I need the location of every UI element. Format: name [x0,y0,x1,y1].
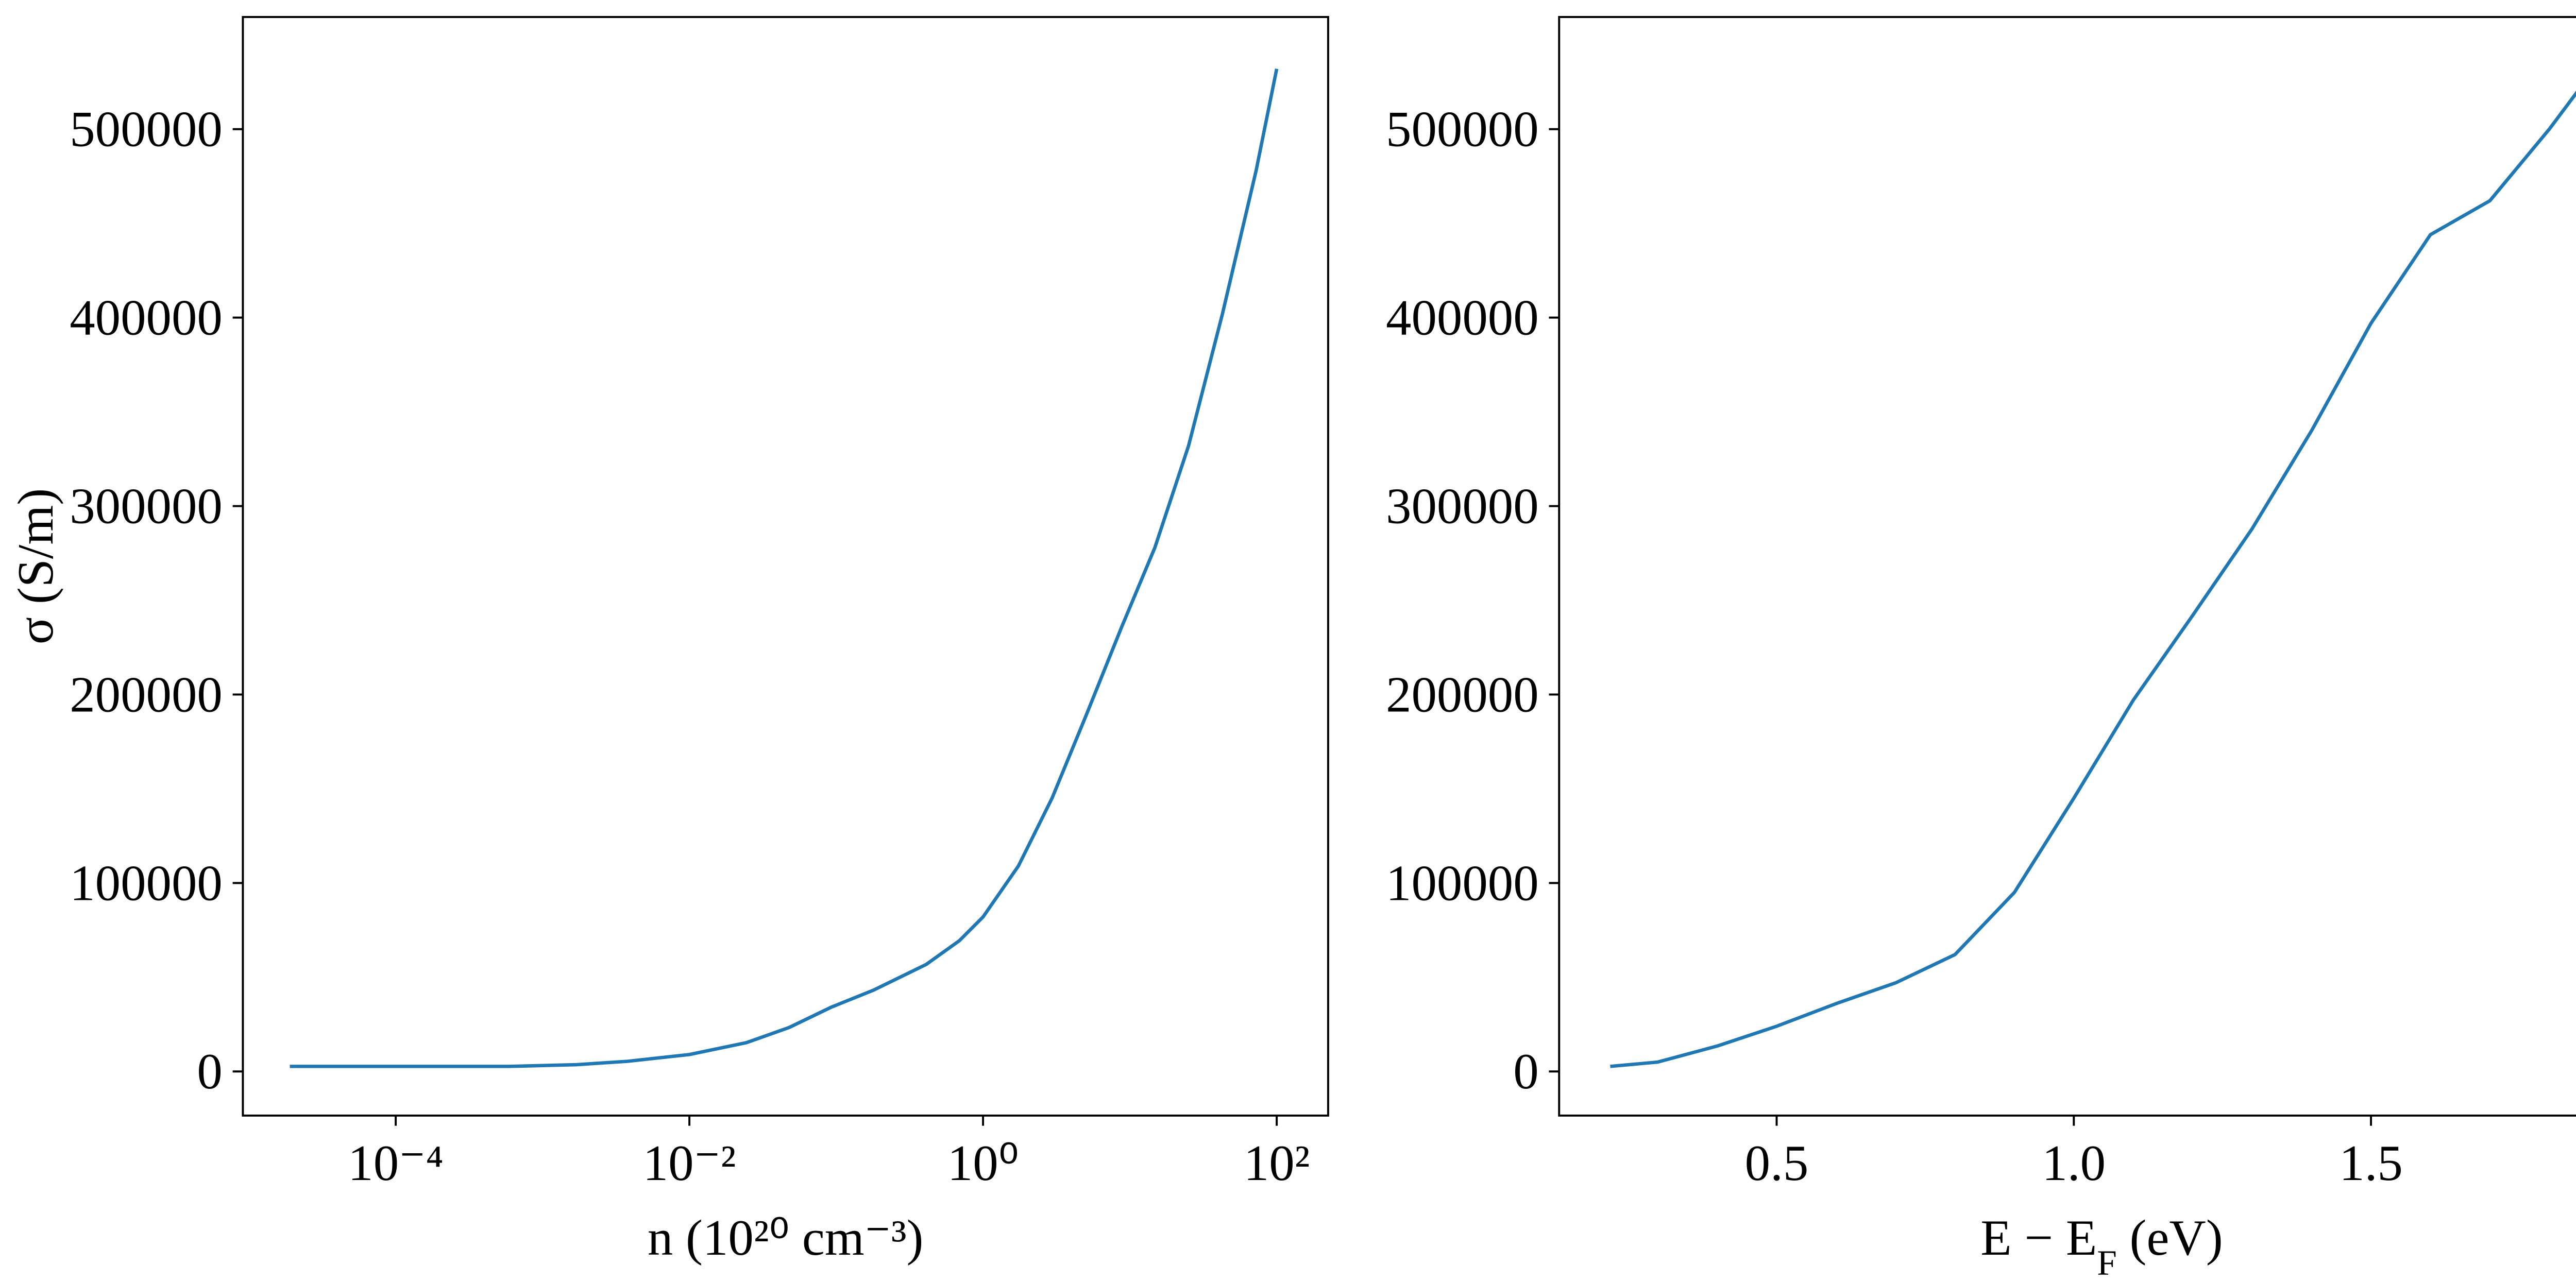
y-tick-label: 200000 [1386,666,1539,723]
plot-frame [242,16,1329,1117]
x-axis-label-part: n (10²⁰ cm⁻³) [648,1210,924,1266]
y-tick-label: 0 [1513,1044,1538,1100]
x-axis-label: E − EF (eV) [1980,1210,2223,1282]
x-tick-label: 10² [1244,1135,1310,1191]
y-tick-label: 0 [197,1044,222,1100]
y-tick-label: 100000 [70,855,223,911]
plot-frame [1558,16,2576,1117]
x-axis-label-part: F [2097,1243,2117,1282]
y-tick-label: 500000 [1386,101,1539,158]
x-axis-label-part: E − E [1980,1210,2097,1266]
x-tick-label: 1.0 [2042,1135,2106,1191]
x-tick-label: 10⁰ [947,1135,1019,1191]
y-tick-label: 300000 [70,478,223,535]
y-tick-label: 200000 [70,666,223,723]
x-tick-label: 10⁻⁴ [348,1135,444,1191]
y-axis-label: σ (S/m) [8,488,64,644]
line [290,68,1279,1068]
x-tick-label: 1.5 [2339,1135,2403,1191]
x-axis-label-part: (eV) [2117,1210,2223,1266]
y-tick-label: 300000 [1386,478,1539,535]
x-tick-label: 10⁻² [643,1135,736,1191]
x-tick-label: 0.5 [1745,1135,1809,1191]
y-tick-label: 400000 [1386,290,1539,346]
y-tick-label: 500000 [70,101,223,158]
line [1610,90,2576,1068]
x-axis-label: n (10²⁰ cm⁻³) [648,1210,924,1266]
y-tick-label: 400000 [70,290,223,346]
y-tick-label: 100000 [1386,855,1539,911]
